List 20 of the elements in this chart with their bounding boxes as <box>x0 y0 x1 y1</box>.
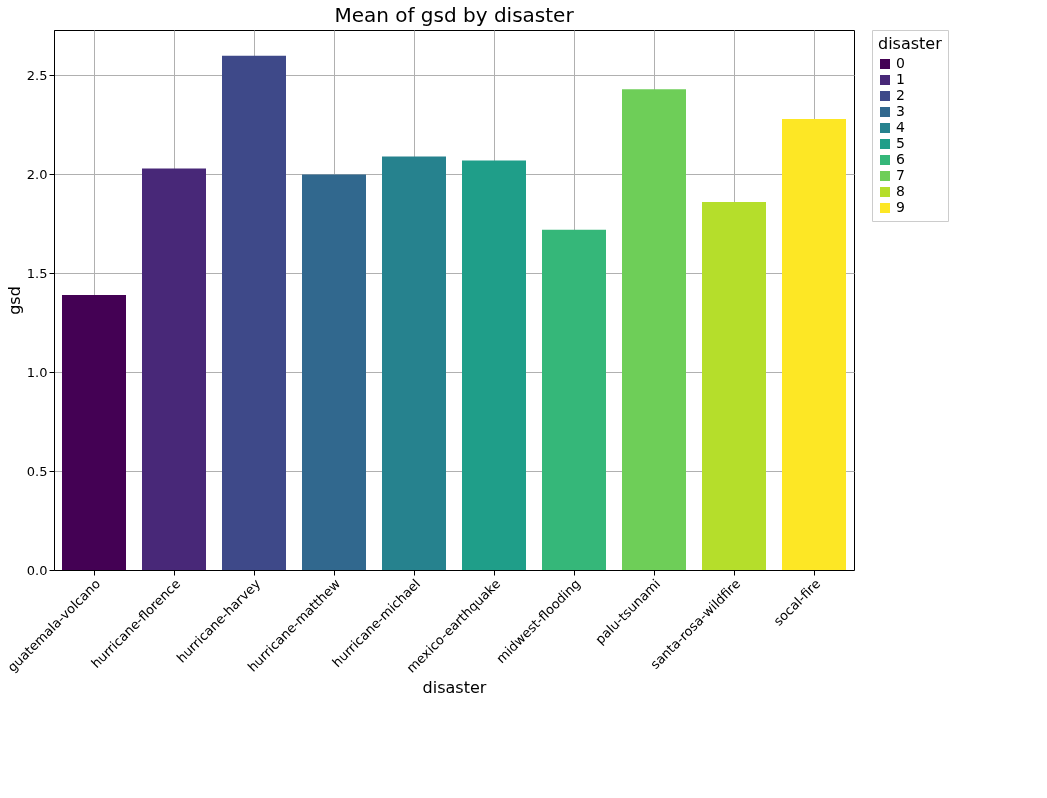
legend-label: 7 <box>896 167 905 183</box>
legend-label: 9 <box>896 199 905 215</box>
legend-label: 3 <box>896 103 905 119</box>
legend-label: 0 <box>896 55 905 71</box>
y-axis-title: gsd <box>4 286 24 315</box>
legend-label: 4 <box>896 119 905 135</box>
y-tick-label: 1.0 <box>26 364 48 380</box>
legend-label: 2 <box>896 87 905 103</box>
legend-title: disaster <box>878 34 943 53</box>
chart-title: Mean of gsd by disaster <box>334 2 575 27</box>
legend-label: 1 <box>896 71 905 87</box>
legend-label: 5 <box>896 135 905 151</box>
legend-label: 6 <box>896 151 905 167</box>
y-tick-label: 0.5 <box>26 463 48 479</box>
y-tick-label: 2.5 <box>26 67 48 83</box>
y-tick-label: 1.5 <box>26 265 48 281</box>
legend-label: 8 <box>896 183 905 199</box>
y-tick-label: 0.0 <box>26 562 48 578</box>
x-axis-title: disaster <box>422 677 487 697</box>
y-tick-label: 2.0 <box>26 166 48 182</box>
